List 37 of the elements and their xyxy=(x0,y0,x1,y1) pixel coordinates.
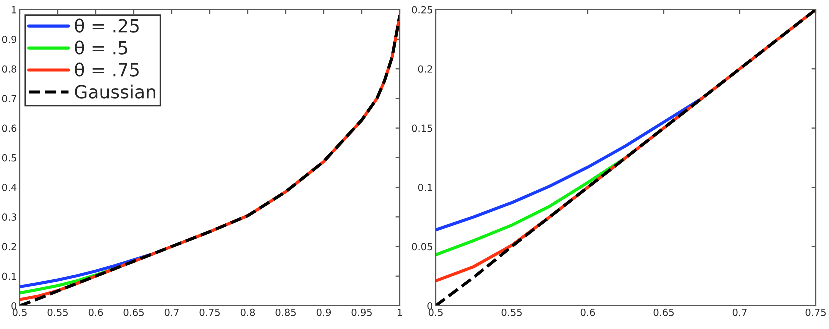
y-tick-label: 0.7 xyxy=(2,95,16,103)
x-tick-label: 0.85 xyxy=(276,308,296,316)
x-tick-label: 0.65 xyxy=(124,308,144,316)
x-tick-label: 1 xyxy=(398,309,402,316)
x-tick-label: 0.9 xyxy=(316,308,332,316)
legend-label: θ = .5 xyxy=(75,40,128,55)
y-tick-label: 0.1 xyxy=(418,184,432,192)
y-tick-label: 0.05 xyxy=(412,243,432,251)
x-tick-label: 0.7 xyxy=(164,308,179,316)
y-tick-label: 0.25 xyxy=(412,6,432,14)
x-tick-label: 0.8 xyxy=(240,308,256,316)
y-tick-label: 0.15 xyxy=(412,124,432,132)
legend-label: θ = .75 xyxy=(75,62,139,77)
y-tick-label: 0.6 xyxy=(2,124,17,132)
x-tick-label: 0.65 xyxy=(654,308,674,316)
x-tick-label: 0.95 xyxy=(352,308,372,316)
y-tick-label: 1 xyxy=(12,6,16,14)
y-tick-label: 0.2 xyxy=(418,66,432,73)
x-tick-label: 0.6 xyxy=(580,308,596,316)
x-tick-label: 0.5 xyxy=(428,308,443,316)
x-tick-label: 0.55 xyxy=(502,308,522,316)
y-tick-label: 0 xyxy=(12,302,17,310)
legend-label: θ = .25 xyxy=(75,18,139,33)
y-tick-label: 0.8 xyxy=(2,66,17,73)
y-tick-label: 0.1 xyxy=(2,272,16,280)
y-tick-label: 0.3 xyxy=(2,214,16,221)
x-tick-label: 0.6 xyxy=(88,308,104,316)
y-tick-label: 0.2 xyxy=(2,243,16,251)
x-tick-label: 0.7 xyxy=(732,308,747,316)
y-tick-label: 0 xyxy=(428,302,433,310)
x-tick-label: 0.55 xyxy=(48,308,68,316)
y-tick-label: 0.4 xyxy=(2,184,17,192)
legend-label: Gaussian xyxy=(75,84,156,99)
y-tick-label: 0.5 xyxy=(2,154,16,162)
x-tick-label: 0.75 xyxy=(200,308,220,316)
x-tick-label: 0.75 xyxy=(806,308,826,316)
y-tick-label: 0.9 xyxy=(2,36,17,44)
